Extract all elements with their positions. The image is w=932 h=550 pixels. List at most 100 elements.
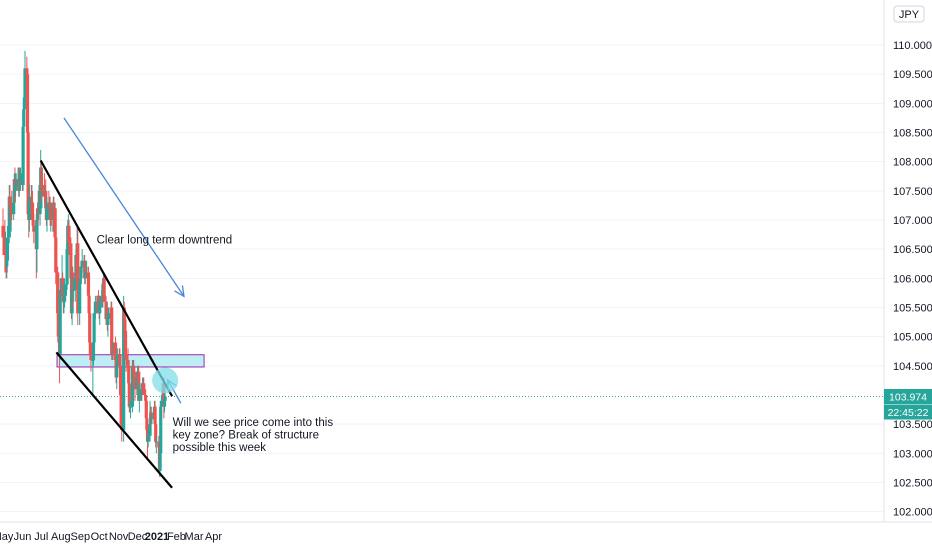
- time-tick-label: Nov: [109, 531, 129, 543]
- countdown-value: 22:45:22: [888, 407, 929, 419]
- time-axis-labels[interactable]: MayJunJulAugSepOctNovDec2021FebMarApr: [0, 531, 222, 543]
- highlight-circle[interactable]: [152, 367, 179, 394]
- price-tick-label: 109.000: [893, 98, 932, 110]
- time-tick-label: May: [0, 531, 14, 543]
- candle-body: [115, 354, 119, 366]
- time-tick-label: Mar: [185, 531, 204, 543]
- price-tick-label: 105.000: [893, 332, 932, 344]
- candles: [1, 50, 167, 477]
- downtrend-arrow[interactable]: [63, 117, 185, 297]
- candle-body: [154, 424, 158, 442]
- candle-body: [162, 400, 167, 407]
- upper-trendline[interactable]: [39, 159, 174, 397]
- candle-body: [67, 225, 71, 244]
- candle-body: [102, 278, 106, 302]
- candle-body: [79, 266, 84, 268]
- candle-body: [65, 249, 69, 285]
- currency-badge[interactable]: [893, 5, 925, 23]
- candle-body: [148, 424, 152, 436]
- candle-body: [89, 354, 93, 360]
- candle-body: [13, 184, 18, 191]
- candle-body: [106, 313, 111, 320]
- price-tick-label: 105.500: [893, 302, 932, 314]
- price-tick-label: 108.000: [893, 157, 932, 169]
- candle-body: [144, 400, 148, 419]
- candle-body: [110, 307, 114, 355]
- candle-body: [40, 184, 45, 191]
- question-annotation-line: possible this week: [173, 442, 267, 454]
- countdown-badge: [884, 404, 932, 420]
- candle-body: [27, 196, 31, 220]
- candle-body: [113, 342, 118, 360]
- candle-body: [61, 278, 65, 296]
- question-annotation-line: Will we see price come into this: [173, 417, 334, 429]
- last-price-badge: [884, 388, 932, 404]
- candle-body: [118, 365, 123, 395]
- candle-body: [25, 74, 30, 133]
- candle-body: [62, 284, 67, 302]
- candle-body: [149, 412, 153, 419]
- candle-body: [159, 406, 163, 454]
- candle-body: [54, 237, 58, 273]
- candle-body: [30, 202, 35, 220]
- candle-body: [49, 208, 53, 220]
- candle-body: [96, 295, 101, 308]
- candle-body: [86, 272, 91, 296]
- price-axis-labels: 110.000 109.500 109.000 108.500 108.000 107.5…: [893, 40, 932, 519]
- candle-body: [130, 365, 135, 407]
- candle-body: [80, 260, 84, 267]
- candle-body: [62, 301, 66, 303]
- downtrend-arrowhead: [174, 285, 185, 298]
- candle-body: [22, 109, 26, 127]
- candle-body: [44, 190, 48, 209]
- candle-body: [12, 202, 16, 215]
- candle-body: [18, 173, 23, 185]
- candle-body: [118, 354, 122, 366]
- candle-body: [84, 272, 89, 274]
- candle-body: [22, 97, 26, 110]
- currency-label: JPY: [899, 9, 920, 21]
- candle-body: [162, 383, 166, 407]
- candle-body: [79, 266, 83, 279]
- candle-body: [69, 243, 73, 279]
- price-tick-label: 109.500: [893, 69, 932, 81]
- candle-body: [5, 260, 9, 267]
- candle-body: [163, 396, 167, 401]
- candle-body: [137, 389, 141, 401]
- candle-body: [146, 435, 150, 442]
- lower-trendline[interactable]: [55, 351, 173, 489]
- candle-body: [123, 330, 128, 355]
- candle-body: [154, 441, 158, 443]
- candle-body: [88, 313, 92, 343]
- candle-body: [70, 272, 74, 314]
- candle-body: [32, 225, 36, 232]
- candle-body: [140, 389, 144, 395]
- candle-body: [128, 406, 133, 408]
- candle-body: [5, 237, 9, 261]
- price-tick-label: 104.500: [893, 361, 932, 373]
- candle-body: [158, 453, 162, 471]
- price-tick-label: 106.500: [893, 244, 932, 256]
- time-tick-label: Sep: [71, 531, 91, 543]
- candle-body: [76, 243, 80, 314]
- time-tick-label: Jul: [34, 531, 48, 543]
- candle-body: [133, 383, 137, 390]
- candle-body: [159, 400, 163, 407]
- candle-body: [84, 266, 88, 273]
- last-price-value: 103.974: [889, 391, 927, 403]
- candle-body: [56, 313, 60, 337]
- candle-body: [92, 313, 96, 343]
- candle-body: [7, 196, 11, 238]
- candle-body: [14, 184, 18, 186]
- price-scale[interactable]: [884, 0, 932, 522]
- candle-body: [127, 365, 131, 384]
- candle-body: [73, 278, 77, 290]
- candle-body: [124, 354, 128, 360]
- candle-body: [35, 219, 39, 250]
- candle-body: [53, 208, 57, 238]
- candle-body: [91, 359, 95, 361]
- key-zone-rectangle[interactable]: [56, 354, 205, 368]
- candle-body: [21, 126, 25, 185]
- candle-body: [132, 371, 136, 384]
